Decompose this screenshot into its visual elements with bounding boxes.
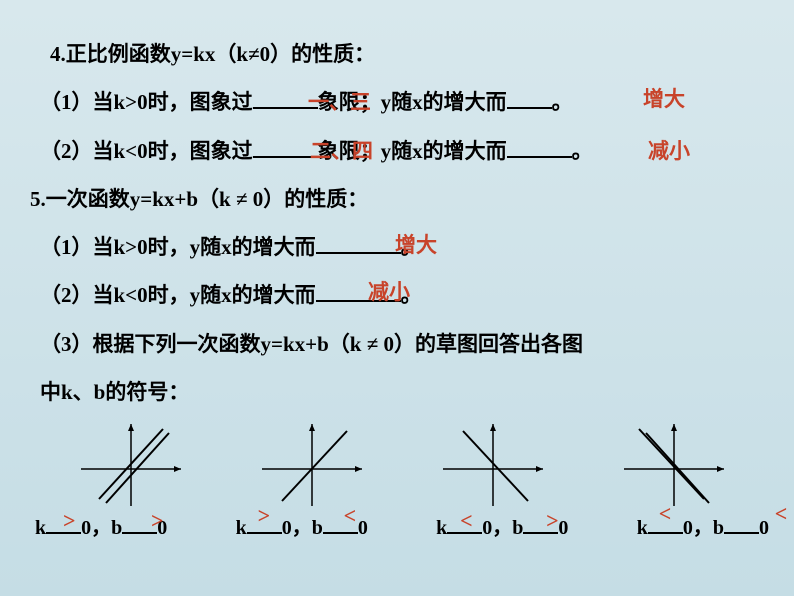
text-pre: （2）当k<0时，图象过 [40,139,253,163]
section4-title: 4.正比例函数y=kx（k≠0）的性质： [30,30,774,78]
b-sign-3: > [546,508,559,534]
section5-line3b: 中k、b的符号： [30,368,774,416]
graph-3 [433,421,553,516]
graph-svg-3 [433,421,553,511]
answer-decrease: 减小 [648,127,690,175]
b-sign-1: > [151,508,164,534]
graph-svg-2 [252,421,372,511]
k-sign-1: > [63,508,76,534]
text-end: 。 [572,139,593,163]
b-sign-4: < [775,501,788,527]
b-sign-2: < [344,503,357,529]
answer-quadrant-13: 一、三 [308,78,371,126]
graph-1 [71,421,191,516]
section5-line3a: （3）根据下列一次函数y=kx+b（k ≠ 0）的草图回答出各图 [30,320,774,368]
signs-3: k0，b0 < > [436,511,568,540]
graph-svg-1 [71,421,191,511]
signs-4: k0，b0 < < [637,511,769,540]
signs-1: k0，b0 > > [35,511,167,540]
graph-svg-4 [614,421,734,511]
signs-2: k0，b0 > < [236,511,368,540]
answer-increase: 增大 [643,75,685,123]
text-pre: （2）当k<0时，y随x的增大而 [40,283,316,307]
graph-4 [614,421,734,516]
answer-decrease2: 减小 [368,268,410,316]
section5-line1: （1）当k>0时，y随x的增大而。 增大 [30,223,774,271]
section4-line2: （2）当k<0时，图象过象限；y随x的增大而。 二、四 减小 [30,127,774,175]
text-pre: （1）当k>0时，y随x的增大而 [40,235,316,259]
section5-line2: （2）当k<0时，y随x的增大而。 减小 [30,271,774,319]
graph-2 [252,421,372,516]
section4-line1: （1）当k>0时，图象过象限；y随x的增大而。 一、三 增大 [30,78,774,126]
k-sign-3: < [460,508,473,534]
k-sign-2: > [258,503,271,529]
answer-quadrant-24: 二、四 [310,127,373,175]
k-sign-4: < [659,501,672,527]
text-pre: （1）当k>0时，图象过 [40,90,253,114]
signs-row: k0，b0 > > k0，b0 > < k0，b0 < > k0，b0 < < [30,511,774,540]
answer-increase2: 增大 [395,221,437,269]
section5-title: 5.一次函数y=kx+b（k ≠ 0）的性质： [30,175,774,223]
text-end: 。 [552,90,573,114]
